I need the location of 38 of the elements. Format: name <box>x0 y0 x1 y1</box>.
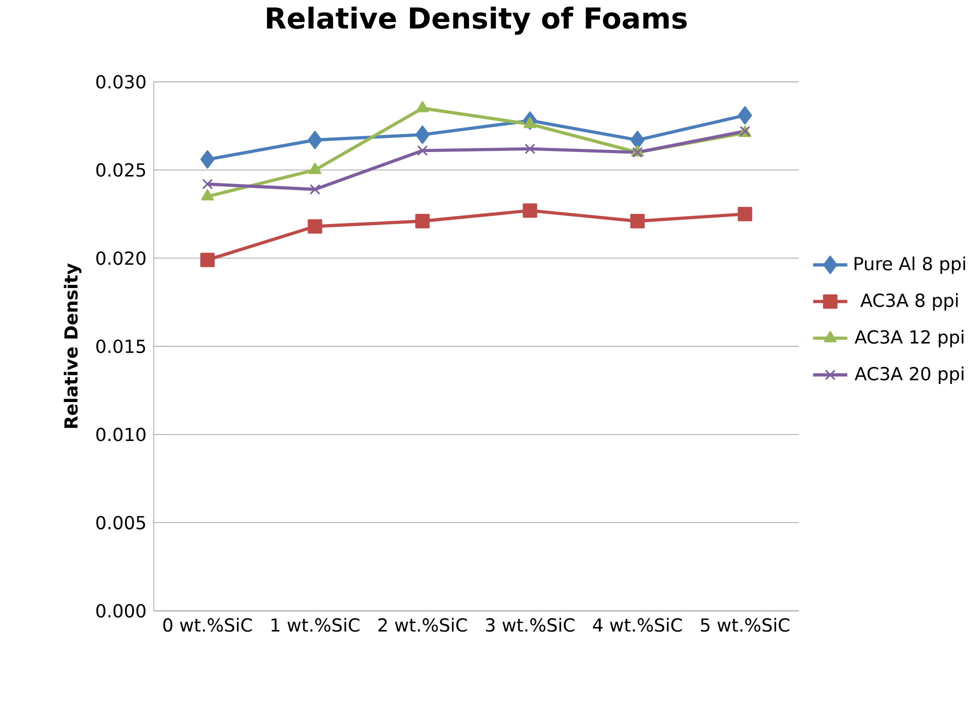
y-tick-label: 0.020 <box>96 251 146 265</box>
x-tick-label: 5 wt.%SiC <box>700 618 790 632</box>
point <box>308 130 322 150</box>
y-tick-label: 0.010 <box>96 428 146 442</box>
legend-label: Pure Al 8 ppi <box>854 256 966 274</box>
point <box>308 219 322 234</box>
point <box>522 203 538 218</box>
x-tick-label: 2 wt.%SiC <box>378 618 467 632</box>
point <box>201 189 214 200</box>
point <box>738 106 752 124</box>
y-tick-label: 0.025 <box>96 163 146 177</box>
x-tick-label: 0 wt.%SiC <box>163 618 252 632</box>
legend-label: AC3A 20 ppi <box>854 366 964 384</box>
x-tick-label: 3 wt.%SiC <box>486 618 574 632</box>
point <box>524 143 536 154</box>
x-tick-label: 1 wt.%SiC <box>272 618 360 632</box>
point <box>310 184 320 195</box>
point <box>630 214 645 228</box>
y-axis-title: Relative Density <box>64 263 82 428</box>
point <box>630 130 645 150</box>
y-tick-label: 0.000 <box>96 604 146 618</box>
x-tick-label: 4 wt.%SiC <box>592 618 682 632</box>
point <box>200 252 215 268</box>
legend-label: AC3A 8 ppi <box>860 293 958 310</box>
point <box>202 178 213 190</box>
point <box>524 116 536 128</box>
y-tick-label: 0.015 <box>96 339 146 354</box>
point <box>738 206 752 222</box>
point <box>417 145 428 156</box>
point <box>415 125 430 144</box>
point <box>308 162 322 174</box>
y-tick-label: 0.030 <box>96 74 146 89</box>
legend-label: AC3A 12 ppi <box>854 330 964 348</box>
chart-title: Relative Density of Foams <box>266 6 687 35</box>
y-tick-label: 0.005 <box>96 516 146 530</box>
point <box>200 150 215 169</box>
point <box>416 100 429 112</box>
point <box>415 214 430 228</box>
